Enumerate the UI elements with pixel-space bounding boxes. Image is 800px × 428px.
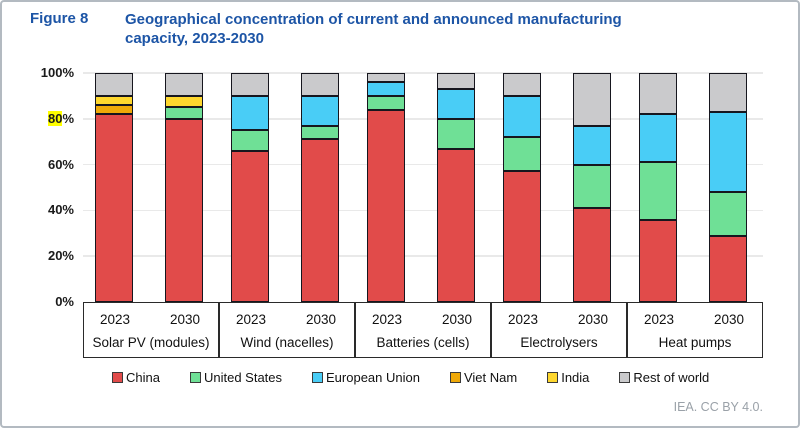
group-box-5: 2023 2030 Heat pumps	[627, 302, 763, 358]
legend-item-india: India	[547, 370, 589, 385]
group-label: Batteries (cells)	[376, 335, 470, 350]
group-box-2: 2023 2030 Wind (nacelles)	[219, 302, 355, 358]
y-axis-tick-60: 60%	[47, 156, 74, 172]
bar-segment-india	[165, 95, 203, 108]
legend-label: China	[126, 370, 160, 385]
bar-segment-european-union	[231, 95, 269, 131]
bar-segment-united-states	[301, 125, 339, 140]
bar-segment-united-states	[709, 192, 747, 236]
gridline-60	[83, 163, 763, 166]
gridline-100	[83, 72, 763, 74]
bar-segment-united-states	[503, 137, 541, 172]
legend-item-viet-nam: Viet Nam	[449, 370, 518, 385]
bar-segment-european-union	[503, 95, 541, 138]
bar-segment-european-union	[437, 89, 475, 119]
group-label: Solar PV (modules)	[92, 335, 210, 350]
group-label: Electrolysers	[520, 335, 598, 350]
bar-segment-european-union	[573, 125, 611, 165]
bar-segment-china	[573, 208, 611, 302]
legend-label: India	[561, 370, 590, 385]
legend-label: European Union	[326, 370, 420, 385]
chart-title: Geographical concentration of current an…	[125, 10, 725, 48]
bar-segment-rest-of-world	[709, 73, 747, 112]
group-label: Heat pumps	[658, 335, 732, 350]
legend-swatch-viet-nam	[449, 372, 461, 383]
year-label: 2030	[169, 312, 201, 327]
bar-segment-rest-of-world	[437, 73, 475, 90]
bar-segment-china	[301, 139, 339, 302]
bar-segment-china	[503, 171, 541, 302]
bar-segment-rest-of-world	[95, 73, 133, 96]
year-label: 2023	[235, 312, 267, 327]
legend-label: Viet Nam	[463, 370, 518, 385]
legend-swatch-china	[112, 372, 123, 383]
chart-title-line-1: Geographical concentration of current an…	[125, 11, 622, 28]
bar-segment-india	[95, 95, 133, 106]
year-label: 2023	[371, 312, 403, 327]
legend-label: United States	[203, 370, 283, 385]
legend-label: Rest of world	[633, 370, 710, 385]
y-axis-tick-0: 0%	[55, 294, 74, 309]
gridline-80	[83, 118, 763, 120]
bar-segment-united-states	[437, 118, 475, 149]
highlighted-tick-text: 80	[47, 110, 63, 126]
bar-segment-china	[165, 118, 203, 302]
bar-segment-china	[95, 114, 133, 302]
y-axis-tick-100: 100%	[40, 65, 74, 80]
legend-swatch-rest-of-world	[619, 372, 631, 383]
bar-segment-china	[437, 148, 475, 302]
legend-item-united-states: United States	[189, 370, 283, 385]
bar-segment-united-states	[639, 162, 677, 220]
legend-swatch-india	[547, 372, 559, 383]
year-label: 2023	[507, 312, 539, 327]
credit-text: IEA. CC BY 4.0.	[673, 400, 763, 414]
year-label: 2030	[713, 312, 745, 327]
bar-segment-rest-of-world	[367, 73, 405, 83]
bar-segment-china	[367, 109, 405, 302]
bar-segment-european-union	[639, 114, 677, 163]
year-label: 2030	[305, 312, 337, 327]
bar-segment-china	[639, 219, 677, 302]
y-axis-tick-20: 20%	[47, 248, 74, 264]
y-axis-tick-80: 80%	[47, 110, 74, 126]
gridline-40	[83, 209, 763, 212]
year-label: 2023	[99, 312, 131, 327]
year-label: 2030	[577, 312, 609, 327]
bar-segment-china	[231, 150, 269, 302]
legend-item-rest-of-world: Rest of world	[619, 370, 709, 385]
bar-segment-european-union	[301, 95, 339, 126]
chart-legend: China United States European Union Viet Nam…	[112, 370, 709, 385]
group-box-1: 2023 2030 Solar PV (modules)	[83, 302, 219, 358]
figure-label: Figure 8	[30, 10, 89, 27]
group-box-4: 2023 2030 Electrolysers	[491, 302, 627, 358]
bar-segment-china	[709, 235, 747, 302]
gridline-20	[83, 255, 763, 257]
bar-segment-rest-of-world	[165, 73, 203, 96]
bar-segment-rest-of-world	[573, 73, 611, 126]
legend-swatch-european-union	[312, 372, 324, 383]
bar-segment-united-states	[165, 107, 203, 119]
bar-segment-rest-of-world	[639, 73, 677, 115]
year-label: 2030	[441, 312, 473, 327]
bar-segment-european-union	[709, 111, 747, 193]
bar-segment-rest-of-world	[503, 73, 541, 96]
group-box-3: 2023 2030 Batteries (cells)	[355, 302, 491, 358]
bar-segment-european-union	[367, 82, 405, 96]
legend-item-china: China	[112, 370, 160, 385]
legend-swatch-united-states	[189, 372, 201, 383]
bar-segment-viet-nam	[95, 105, 133, 115]
bar-segment-rest-of-world	[301, 73, 339, 96]
year-label: 2023	[643, 312, 675, 327]
legend-item-european-union: European Union	[312, 370, 420, 385]
bar-segment-united-states	[231, 130, 269, 151]
bar-segment-rest-of-world	[231, 73, 269, 96]
bar-segment-united-states	[367, 95, 405, 110]
group-label: Wind (nacelles)	[240, 335, 334, 350]
y-axis-tick-40: 40%	[47, 202, 74, 218]
bar-segment-united-states	[573, 164, 611, 209]
chart-title-line-2: capacity, 2023-2030	[125, 30, 264, 47]
